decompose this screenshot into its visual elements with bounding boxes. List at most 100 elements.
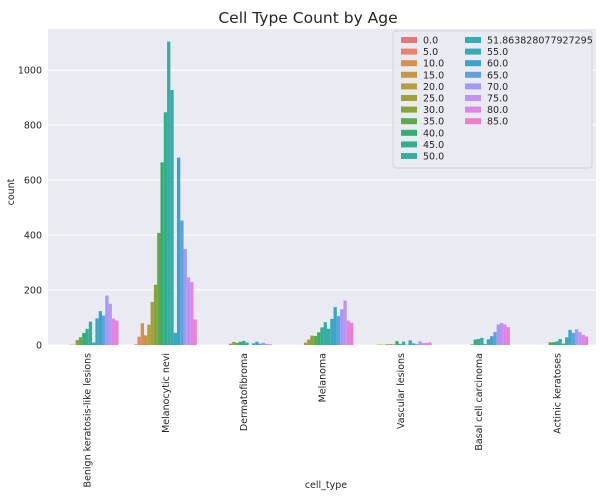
legend-label: 0.0 xyxy=(423,36,438,47)
bar xyxy=(268,344,272,345)
bar xyxy=(548,342,552,345)
bar xyxy=(313,335,318,345)
bar xyxy=(493,332,497,345)
x-tick-label: Benign keratosis-like lesions xyxy=(83,353,94,488)
bar xyxy=(183,249,187,345)
x-tick-label: Dermatofibroma xyxy=(239,353,250,431)
bar xyxy=(476,338,481,345)
legend: 0.05.010.015.020.025.030.035.040.045.050… xyxy=(392,30,593,169)
bar xyxy=(111,318,116,345)
bar xyxy=(421,343,426,345)
legend-label: 70.0 xyxy=(487,82,508,93)
bar xyxy=(261,342,266,345)
bar xyxy=(238,341,243,345)
legend-swatch xyxy=(401,141,417,148)
legend-label: 51.863828077927295 xyxy=(487,36,593,47)
bar xyxy=(428,342,432,345)
legend-swatch xyxy=(401,48,417,55)
bar xyxy=(415,344,419,345)
bar xyxy=(167,41,171,345)
bar xyxy=(330,318,334,345)
bar xyxy=(506,327,510,345)
bar xyxy=(581,334,585,345)
bar xyxy=(411,343,416,345)
bar xyxy=(401,341,406,345)
legend-label: 65.0 xyxy=(487,70,508,81)
bar xyxy=(486,339,491,345)
legend-label: 40.0 xyxy=(423,128,444,139)
bar xyxy=(398,343,402,345)
bar xyxy=(571,332,575,345)
bar xyxy=(490,336,494,345)
legend-swatch xyxy=(401,71,417,78)
x-axis-label: cell_type xyxy=(305,480,347,491)
chart-title: Cell Type Count by Age xyxy=(218,9,397,27)
bar xyxy=(137,336,141,345)
bar xyxy=(78,337,83,345)
x-tick-label: Melanoma xyxy=(318,353,329,402)
bar xyxy=(140,323,145,345)
y-tick-label: 400 xyxy=(24,231,42,242)
bar xyxy=(385,344,389,345)
bar xyxy=(340,309,344,345)
legend-swatch xyxy=(401,60,417,67)
bar xyxy=(153,284,158,345)
bar xyxy=(235,342,239,345)
bar xyxy=(574,329,579,345)
bar xyxy=(163,112,168,345)
bar xyxy=(395,341,399,345)
bar xyxy=(265,343,269,345)
y-tick-label: 0 xyxy=(36,341,42,352)
legend-swatch xyxy=(401,37,417,43)
bar xyxy=(98,311,102,345)
legend-label: 60.0 xyxy=(487,59,508,70)
bar xyxy=(323,322,327,345)
bar xyxy=(232,341,236,345)
bar xyxy=(157,232,161,345)
legend-label: 45.0 xyxy=(423,140,444,151)
bar xyxy=(425,342,429,345)
bars xyxy=(69,41,589,345)
bar xyxy=(392,344,396,345)
bar xyxy=(326,328,331,345)
bar xyxy=(578,332,582,345)
legend-label: 35.0 xyxy=(423,117,444,128)
bar xyxy=(503,324,507,345)
bar xyxy=(251,343,256,345)
legend-label: 30.0 xyxy=(423,105,444,116)
bar xyxy=(176,157,181,345)
bar xyxy=(115,320,119,345)
legend-swatch xyxy=(465,83,481,90)
legend-label: 85.0 xyxy=(487,117,508,128)
bar xyxy=(561,343,566,345)
legend-label: 55.0 xyxy=(487,47,508,58)
bar xyxy=(82,332,86,345)
bar xyxy=(551,342,556,345)
bar xyxy=(555,341,559,345)
bar xyxy=(147,324,151,345)
bar xyxy=(303,342,308,345)
legend-label: 15.0 xyxy=(423,70,444,81)
legend-swatch xyxy=(465,106,481,113)
bar xyxy=(258,343,262,345)
bar xyxy=(346,320,351,345)
y-axis-label: count xyxy=(6,178,17,205)
y-axis-ticks: 0 200 400 600 800 1000 xyxy=(18,66,42,352)
bar xyxy=(473,339,477,345)
bar xyxy=(186,277,191,345)
x-tick-label: Actinic keratoses xyxy=(552,353,563,434)
legend-swatch xyxy=(401,95,417,101)
bar xyxy=(317,332,321,345)
bar xyxy=(242,340,246,345)
y-tick-label: 800 xyxy=(24,121,42,132)
y-tick-label: 1000 xyxy=(18,66,42,77)
legend-label: 10.0 xyxy=(423,59,444,70)
bar xyxy=(105,295,109,345)
legend-label: 20.0 xyxy=(423,82,444,93)
bar xyxy=(568,329,572,345)
bar xyxy=(408,340,412,345)
bar xyxy=(88,321,93,345)
bar xyxy=(75,340,79,345)
bar xyxy=(350,322,354,345)
bar xyxy=(170,90,174,345)
